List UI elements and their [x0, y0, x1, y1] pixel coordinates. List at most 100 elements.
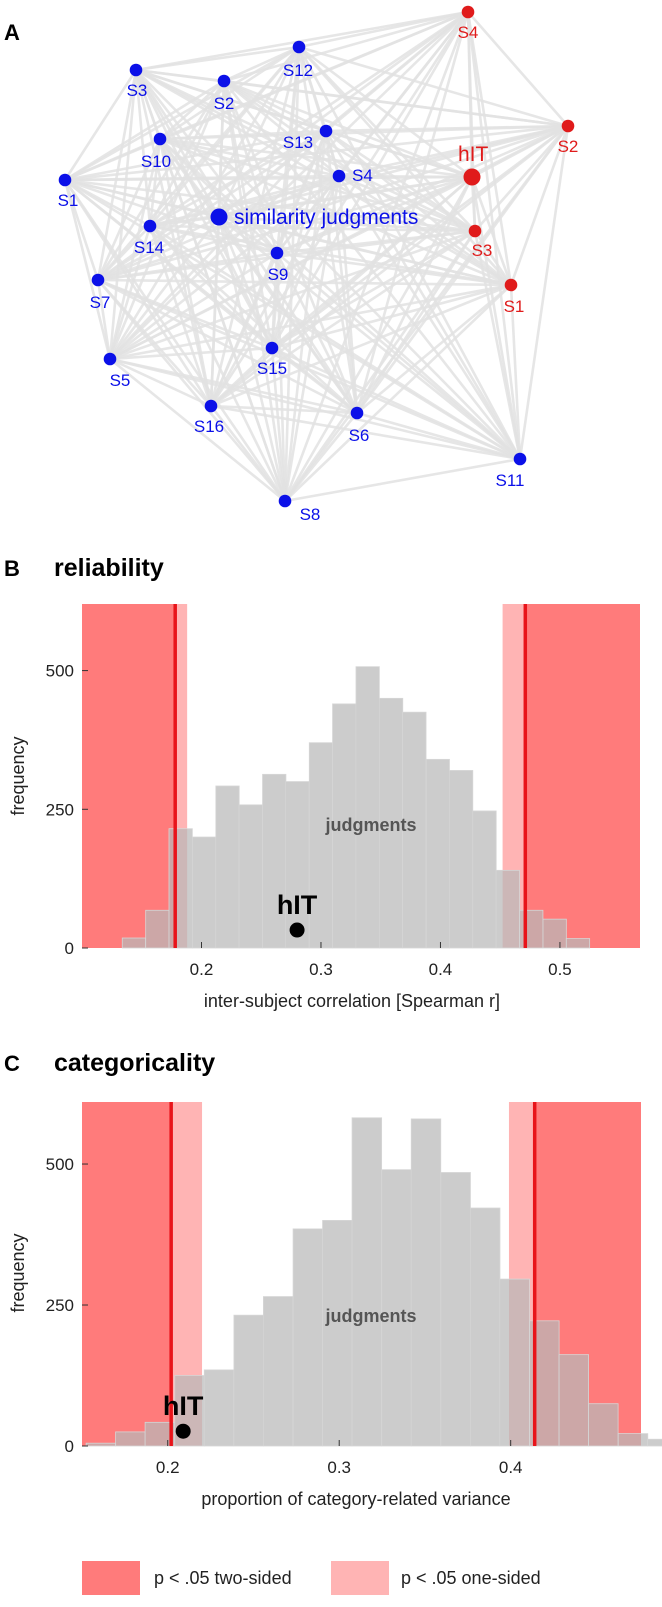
network-edge — [149, 224, 521, 461]
network-edge — [148, 80, 226, 227]
network-edge — [210, 404, 521, 461]
histogram-bar — [499, 1278, 530, 1447]
node-label-s5: S5 — [110, 371, 131, 390]
node-label-s1r: S1 — [504, 297, 525, 316]
network-edge — [275, 252, 359, 414]
network-edge — [298, 46, 476, 232]
node-s16 — [204, 399, 218, 413]
panel-b-title: reliability — [54, 554, 164, 582]
one-sided-region-right — [502, 604, 526, 948]
node-label-s7: S7 — [90, 293, 111, 312]
node-hit — [463, 168, 481, 186]
network-edge — [158, 138, 274, 349]
network-edge — [217, 46, 301, 218]
histogram-bar — [203, 1369, 235, 1447]
network-edge — [108, 216, 221, 360]
network-edge — [298, 45, 473, 179]
histogram-bar — [355, 666, 380, 949]
hit-label: hIT — [277, 890, 318, 920]
two-sided-region-left — [82, 1102, 172, 1446]
network-edge — [222, 80, 279, 254]
node-s1 — [58, 173, 72, 187]
network-edge — [97, 129, 327, 282]
node-label-s14: S14 — [134, 238, 164, 257]
histogram-bar — [472, 810, 497, 949]
network-edge — [158, 138, 287, 502]
network-edge — [149, 224, 512, 287]
histogram-bar — [588, 1403, 619, 1447]
network-edge — [64, 79, 225, 182]
network-edge — [474, 125, 569, 232]
node-s4 — [461, 5, 475, 19]
categoricality-histogram: 0 250 500 0.2 0.3 0.4 judgments hIT — [46, 1102, 662, 1477]
network-edge — [209, 216, 221, 407]
x-tick-label: 0.3 — [309, 960, 333, 979]
judgments-label: judgments — [324, 1306, 416, 1326]
network-edge — [270, 252, 279, 349]
legend-swatch-two-sided — [82, 1561, 140, 1595]
network-edge — [97, 251, 278, 282]
network-edge — [149, 215, 220, 228]
histogram-bar — [542, 918, 567, 949]
node-label-s10: S10 — [141, 152, 171, 171]
histogram-bar — [121, 937, 147, 949]
histogram-bar — [351, 1117, 383, 1447]
panel-c-xlabel: proportion of category-related variance — [201, 1489, 510, 1509]
histogram-bar — [469, 1207, 501, 1447]
node-s7 — [91, 273, 105, 287]
network-edge — [159, 129, 327, 141]
x-tick-label: 0.4 — [429, 960, 453, 979]
network-edge — [159, 80, 225, 140]
network-edge — [64, 137, 161, 182]
network-edge — [271, 346, 358, 415]
node-s5 — [103, 352, 117, 366]
network-edge — [158, 138, 213, 407]
y-tick-label: 0 — [65, 1437, 74, 1456]
network-edge — [97, 278, 521, 461]
node-label-s9: S9 — [268, 265, 289, 284]
node-label-sj: similarity judgments — [234, 206, 418, 229]
network-edge — [509, 284, 522, 460]
network-edge — [466, 11, 513, 286]
network-edge — [218, 215, 278, 255]
network-edge — [97, 225, 151, 281]
network-edge — [297, 46, 522, 460]
y-tick-label: 500 — [46, 1155, 74, 1174]
network-edge — [270, 175, 341, 349]
network-edge — [337, 175, 522, 460]
histogram-bar — [115, 1431, 146, 1447]
node-label-s8: S8 — [300, 505, 321, 524]
network-edge — [222, 80, 522, 460]
network-edge — [149, 225, 358, 414]
panel-b-letter: B — [4, 556, 20, 581]
histogram-bar — [322, 1220, 353, 1447]
network-edge — [148, 138, 162, 227]
histogram-bar — [262, 773, 287, 949]
network-edge — [109, 346, 273, 361]
network-edge — [96, 80, 226, 281]
network-edge — [209, 252, 279, 407]
network-edge — [283, 11, 470, 502]
node-label-s6: S6 — [349, 426, 370, 445]
network-edge — [109, 357, 286, 503]
network-edge — [97, 278, 358, 415]
network-edge — [96, 69, 138, 281]
histogram-bar — [381, 1169, 412, 1447]
hit-label: hIT — [163, 1391, 204, 1421]
histogram-bar — [519, 909, 544, 949]
x-tick-label: 0.2 — [156, 1458, 180, 1477]
node-s13 — [319, 124, 333, 138]
node-s1r — [504, 278, 518, 292]
network-edge — [223, 79, 473, 179]
histogram-bar — [233, 1314, 264, 1447]
histogram-bar — [565, 938, 591, 949]
panel-b-reliability: B reliability 0 250 500 0.2 0.3 0.4 0.5 judgmen… — [4, 554, 640, 1011]
node-sj — [210, 208, 228, 226]
node-s9 — [270, 246, 284, 260]
x-tick-label: 0.3 — [327, 1458, 351, 1477]
network-edge — [338, 174, 512, 287]
network-edge — [210, 404, 358, 415]
one-sided-region-left — [175, 604, 188, 948]
histogram-bar — [449, 770, 474, 949]
x-tick-label: 0.5 — [548, 960, 572, 979]
